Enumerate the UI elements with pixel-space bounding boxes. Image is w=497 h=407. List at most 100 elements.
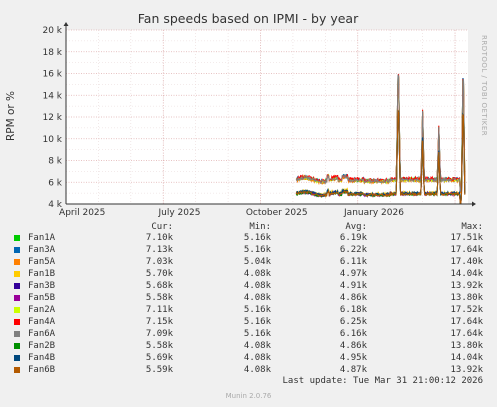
x-tick-label: January 2026 <box>343 208 404 218</box>
x-tick-label: July 2025 <box>157 208 200 218</box>
grid <box>65 29 468 205</box>
legend-swatch <box>14 307 20 313</box>
legend-row-fan6b: Fan6B 5.59k 4.08k 4.87k 13.92k <box>0 365 497 376</box>
legend-min: 4.08k <box>243 293 271 303</box>
legend-min: 5.16k <box>243 245 271 255</box>
legend-max: 13.80k <box>450 293 483 303</box>
legend-name: Fan4A <box>28 317 56 327</box>
y-tick-label: 12 k <box>42 113 62 123</box>
legend-avg: 6.18k <box>339 305 367 315</box>
legend-avg: 4.87k <box>339 365 367 375</box>
legend-cur: 7.11k <box>145 305 173 315</box>
legend-swatch <box>14 343 20 349</box>
legend-min: 5.04k <box>243 257 271 267</box>
legend-min: 5.16k <box>243 233 271 243</box>
legend-max: 17.51k <box>450 233 483 243</box>
legend-cur: 7.15k <box>145 317 173 327</box>
legend-swatch <box>14 259 20 265</box>
legend-swatch <box>14 367 20 373</box>
x-tick-label: April 2025 <box>59 208 105 218</box>
legend-header-avg: Avg: <box>345 222 367 232</box>
legend-name: Fan2B <box>28 341 56 351</box>
series-line-fan6a <box>295 74 466 192</box>
legend-swatch <box>14 355 20 361</box>
legend-cur: 7.09k <box>145 329 173 339</box>
chart-title: Fan speeds based on IPMI - by year <box>138 11 359 26</box>
y-axis-label: RPM or % <box>5 91 17 141</box>
legend-row-fan2a: Fan2A 7.11k 5.16k 6.18k 17.52k <box>0 305 497 316</box>
legend-header-cur: Cur: <box>151 222 173 232</box>
legend-max: 13.92k <box>450 365 483 375</box>
legend-max: 14.04k <box>450 353 483 363</box>
legend-swatch <box>14 235 20 241</box>
legend-name: Fan6A <box>28 329 56 339</box>
legend-swatch <box>14 271 20 277</box>
y-tick-label: 10 k <box>42 135 62 145</box>
legend-swatch <box>14 295 20 301</box>
legend-header-min: Min: <box>249 222 271 232</box>
legend-cur: 5.58k <box>145 293 173 303</box>
legend-avg: 6.19k <box>339 233 367 243</box>
y-tick-label: 4 k <box>48 200 63 210</box>
series-line-fan6b <box>295 109 466 204</box>
legend-min: 4.08k <box>243 269 271 279</box>
legend-swatch <box>14 283 20 289</box>
legend-row-fan4b: Fan4B 5.69k 4.08k 4.95k 14.04k <box>0 353 497 364</box>
legend-row-fan5a: Fan5A 7.03k 5.04k 6.11k 17.40k <box>0 257 497 268</box>
legend-swatch <box>14 331 20 337</box>
legend-name: Fan6B <box>28 365 56 375</box>
legend-name: Fan5B <box>28 293 56 303</box>
legend-swatch <box>14 247 20 253</box>
legend-cur: 7.13k <box>145 245 173 255</box>
legend-min: 5.16k <box>243 317 271 327</box>
x-axis-arrow <box>472 201 476 207</box>
legend-avg: 6.25k <box>339 317 367 327</box>
legend-cur: 7.10k <box>145 233 173 243</box>
legend-row-fan6a: Fan6A 7.09k 5.16k 6.16k 17.64k <box>0 329 497 340</box>
legend-cur: 5.70k <box>145 269 173 279</box>
y-axis-arrow <box>63 22 69 26</box>
legend-max: 14.04k <box>450 269 483 279</box>
legend-row-fan2b: Fan2B 5.58k 4.08k 4.86k 13.80k <box>0 341 497 352</box>
legend-avg: 4.86k <box>339 293 367 303</box>
legend-header-max: Max: <box>461 222 483 232</box>
legend-avg: 4.86k <box>339 341 367 351</box>
legend-row-fan5b: Fan5B 5.58k 4.08k 4.86k 13.80k <box>0 293 497 304</box>
y-ticks: 4 k 6 k 8 k 10 k 12 k 14 k 16 k 18 k 20 k <box>42 26 62 210</box>
legend-cur: 5.69k <box>145 353 173 363</box>
legend-max: 17.64k <box>450 317 483 327</box>
legend-avg: 4.97k <box>339 269 367 279</box>
legend-cur: 7.03k <box>145 257 173 267</box>
x-tick-label: October 2025 <box>246 208 308 218</box>
legend-swatch <box>14 319 20 325</box>
legend-cur: 5.59k <box>145 365 173 375</box>
y-tick-label: 14 k <box>42 91 62 101</box>
legend-min: 5.16k <box>243 305 271 315</box>
legend-max: 17.40k <box>450 257 483 267</box>
chart: Fan speeds based on IPMI - by year RPM o… <box>5 11 488 218</box>
legend-avg: 4.91k <box>339 281 367 291</box>
legend-min: 5.16k <box>243 329 271 339</box>
y-tick-label: 20 k <box>42 26 62 36</box>
footer-version: Munin 2.0.76 <box>225 392 272 400</box>
legend-row-fan3a: Fan3A 7.13k 5.16k 6.22k 17.64k <box>0 245 497 256</box>
legend-header: Cur: Min: Avg: Max: <box>0 222 497 233</box>
x-ticks: April 2025 July 2025 October 2025 January 2… <box>59 208 404 218</box>
legend-avg: 4.95k <box>339 353 367 363</box>
rrdtool-credit: RRDTOOL / TOBI OETIKER <box>480 35 488 136</box>
legend-cur: 5.58k <box>145 341 173 351</box>
legend-row-fan4a: Fan4A 7.15k 5.16k 6.25k 17.64k <box>0 317 497 328</box>
legend-max: 17.52k <box>450 305 483 315</box>
y-tick-label: 16 k <box>42 70 62 80</box>
legend-name: Fan1A <box>28 233 56 243</box>
legend-min: 4.08k <box>243 281 271 291</box>
y-tick-label: 6 k <box>48 178 63 188</box>
legend-max: 13.92k <box>450 281 483 291</box>
legend-name: Fan1B <box>28 269 56 279</box>
legend-min: 4.08k <box>243 353 271 363</box>
legend-max: 17.64k <box>450 245 483 255</box>
legend-min: 4.08k <box>243 341 271 351</box>
legend-row-fan3b: Fan3B 5.68k 4.08k 4.91k 13.92k <box>0 281 497 292</box>
y-tick-label: 18 k <box>42 48 62 58</box>
legend-min: 4.08k <box>243 365 271 375</box>
